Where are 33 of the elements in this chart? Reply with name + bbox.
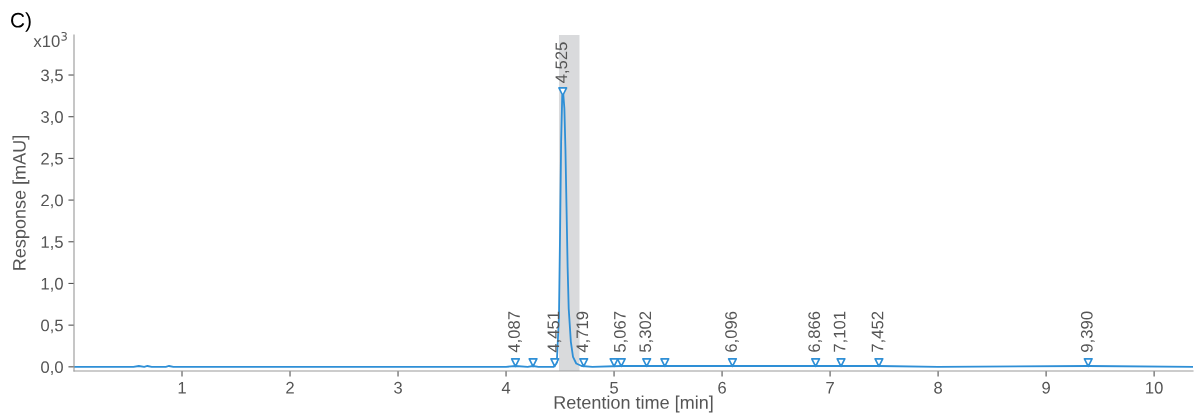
y-tick-label: 2,5 [41,152,63,167]
y-tick-label: 3,0 [41,111,63,125]
y-tick-label: 1,0 [41,277,63,292]
x-tick-label: 2 [286,381,294,394]
annotation: 6,866 [808,311,823,352]
y-tick-label: 2,0 [41,194,63,209]
x-tick-label: 9 [1042,381,1050,394]
annotation: 9,390 [1080,311,1095,352]
y-tick-label: 0,0 [41,361,63,375]
annotation: 5,067 [613,311,628,352]
y-axis-title: Response [mAU] [12,136,30,270]
y-tick-label: 3,5 [41,69,63,84]
annotation: 7,452 [871,311,886,352]
annotation: 4,525 [555,42,570,83]
x-tick-label: 6 [718,381,726,394]
chart-title: C) [11,12,31,32]
y-tick-label: 1,5 [41,236,63,250]
x-tick-label: 10 [1146,381,1163,394]
annotation: 7,101 [833,311,848,352]
annotation: 6,096 [725,311,739,352]
x-tick-label: 7 [826,382,834,394]
annotation: 5,302 [639,311,654,352]
x-tick-label: 8 [934,381,942,394]
x-axis-title: Retention time [min] [554,395,713,413]
annotation: 4,087 [508,311,522,353]
x-tick-label: 4 [501,382,511,394]
x-tick-label: 3 [394,381,402,394]
y-tick-label: 0,5 [41,319,63,334]
text: x10$^{3}$ [33,31,67,48]
annotation: 4,719 [576,311,591,353]
x-tick-label: 5 [610,382,618,394]
x-tick-label: 1 [178,382,186,394]
annotation: 4,451 [547,311,562,353]
